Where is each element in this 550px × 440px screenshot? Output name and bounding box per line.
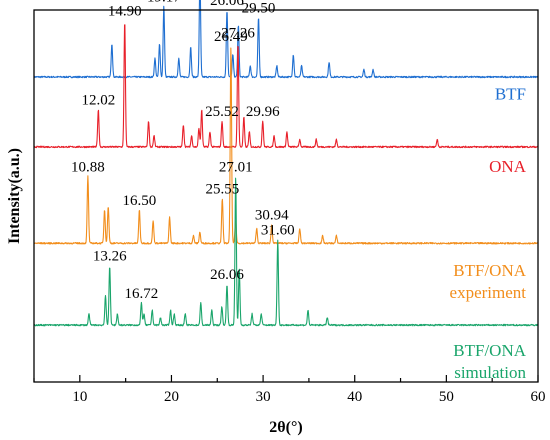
peak-label: 26.06 bbox=[210, 267, 244, 283]
peak-label: 16.72 bbox=[125, 286, 159, 302]
peak-label: 10.88 bbox=[71, 159, 105, 175]
x-axis-title: 2θ(°) bbox=[269, 419, 302, 436]
peak-label: 14.90 bbox=[108, 3, 142, 19]
peak-labels: 19.1723.1126.0629.50BTF12.0214.9025.5227… bbox=[71, 0, 527, 382]
peak-label: 25.55 bbox=[205, 182, 239, 198]
peak-label: 26.49 bbox=[214, 29, 248, 45]
peak-label: 27.26 bbox=[221, 26, 255, 42]
peak-label: 25.52 bbox=[205, 104, 239, 120]
series-label-line: experiment bbox=[450, 283, 527, 302]
series-label-ona: ONA bbox=[489, 157, 527, 176]
series-line-btf bbox=[33, 0, 539, 79]
peak-label: 30.94 bbox=[255, 208, 289, 224]
series-label-btf: BTF bbox=[495, 84, 526, 103]
peak-label: 13.26 bbox=[93, 249, 127, 265]
series-label-line: BTF bbox=[495, 84, 526, 103]
series-line-btf-ona-experiment bbox=[33, 47, 539, 245]
x-tick-label: 40 bbox=[347, 389, 362, 405]
x-tick-label: 30 bbox=[256, 389, 271, 405]
peak-label: 16.50 bbox=[123, 193, 157, 209]
x-tick-label: 60 bbox=[531, 389, 546, 405]
x-tick-label: 20 bbox=[164, 389, 179, 405]
series-layer bbox=[33, 0, 539, 327]
series-label-line: ONA bbox=[489, 157, 527, 176]
peak-label: 19.17 bbox=[147, 0, 181, 5]
peak-label: 29.96 bbox=[246, 104, 280, 120]
y-axis-title: Intensity(a.u.) bbox=[6, 148, 23, 244]
peak-label: 31.60 bbox=[261, 223, 295, 239]
series-line-btf-ona-simulation bbox=[33, 177, 539, 327]
series-label-line: BTF/ONA bbox=[453, 341, 526, 360]
series-label-btf-ona-simulation: BTF/ONA simulation bbox=[453, 341, 526, 382]
series-label-line: BTF/ONA bbox=[453, 261, 526, 280]
peak-label: 29.50 bbox=[242, 0, 276, 16]
series-label-btf-ona-experiment: BTF/ONA experiment bbox=[450, 261, 527, 302]
plot-frame bbox=[33, 9, 539, 383]
peak-label: 27.01 bbox=[219, 159, 253, 175]
peak-label: 12.02 bbox=[81, 93, 115, 109]
x-tick-label: 50 bbox=[439, 389, 454, 405]
x-tick-label: 10 bbox=[72, 389, 87, 405]
series-line-ona bbox=[33, 24, 539, 149]
series-label-line: simulation bbox=[454, 363, 526, 382]
peak-label: 26.06 bbox=[210, 0, 244, 9]
x-axis-ticks: 10 20 30 40 50 60 bbox=[33, 375, 546, 405]
